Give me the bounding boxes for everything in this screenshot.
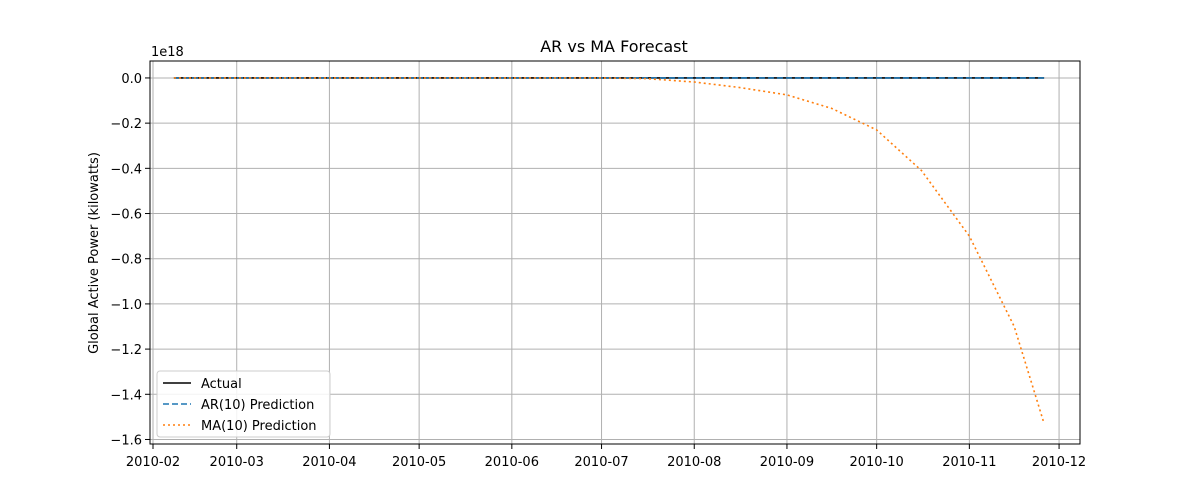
x-tick-label: 2010-11 (942, 455, 996, 470)
x-tick-label: 2010-12 (1032, 455, 1086, 470)
y-tick-label: −0.2 (110, 117, 142, 132)
legend: Actual AR(10) Prediction MA(10) Prediction (156, 370, 331, 438)
y-tick-label: −1.4 (110, 388, 142, 403)
x-tick-label: 2010-08 (667, 455, 721, 470)
x-tick-label: 2010-04 (302, 455, 356, 470)
y-tick-label: −0.4 (110, 162, 142, 177)
legend-box (156, 370, 331, 438)
series-layer (173, 77, 1045, 424)
x-tick-label: 2010-10 (849, 455, 903, 470)
x-tick-label: 2010-02 (126, 455, 180, 470)
tick-layer: 2010-02 2010-03 2010-04 2010-05 2010-06 2010-… (110, 72, 1086, 470)
y-offset-label: 1e18 (151, 45, 184, 60)
y-tick-label: 0.0 (121, 72, 142, 87)
y-tick-label: −1.0 (110, 298, 142, 313)
y-tick-label: −1.6 (110, 433, 142, 448)
y-tick-label: −1.2 (110, 343, 142, 358)
legend-label-3: MA(10) Prediction (201, 419, 317, 434)
legend-label-2: AR(10) Prediction (201, 398, 314, 413)
plot-frame (149, 60, 1081, 445)
series-line-3 (173, 77, 1045, 424)
y-tick-label: −0.8 (110, 253, 142, 268)
x-tick-label: 2010-07 (574, 455, 628, 470)
y-tick-label: −0.6 (110, 208, 142, 223)
y-axis-label: Global Active Power (kilowatts) (87, 152, 102, 354)
chart-title: AR vs MA Forecast (540, 37, 688, 56)
x-tick-label: 2010-09 (760, 455, 814, 470)
x-tick-label: 2010-06 (485, 455, 539, 470)
x-tick-label: 2010-03 (210, 455, 264, 470)
x-tick-label: 2010-05 (392, 455, 446, 470)
legend-label-1: Actual (201, 377, 242, 392)
